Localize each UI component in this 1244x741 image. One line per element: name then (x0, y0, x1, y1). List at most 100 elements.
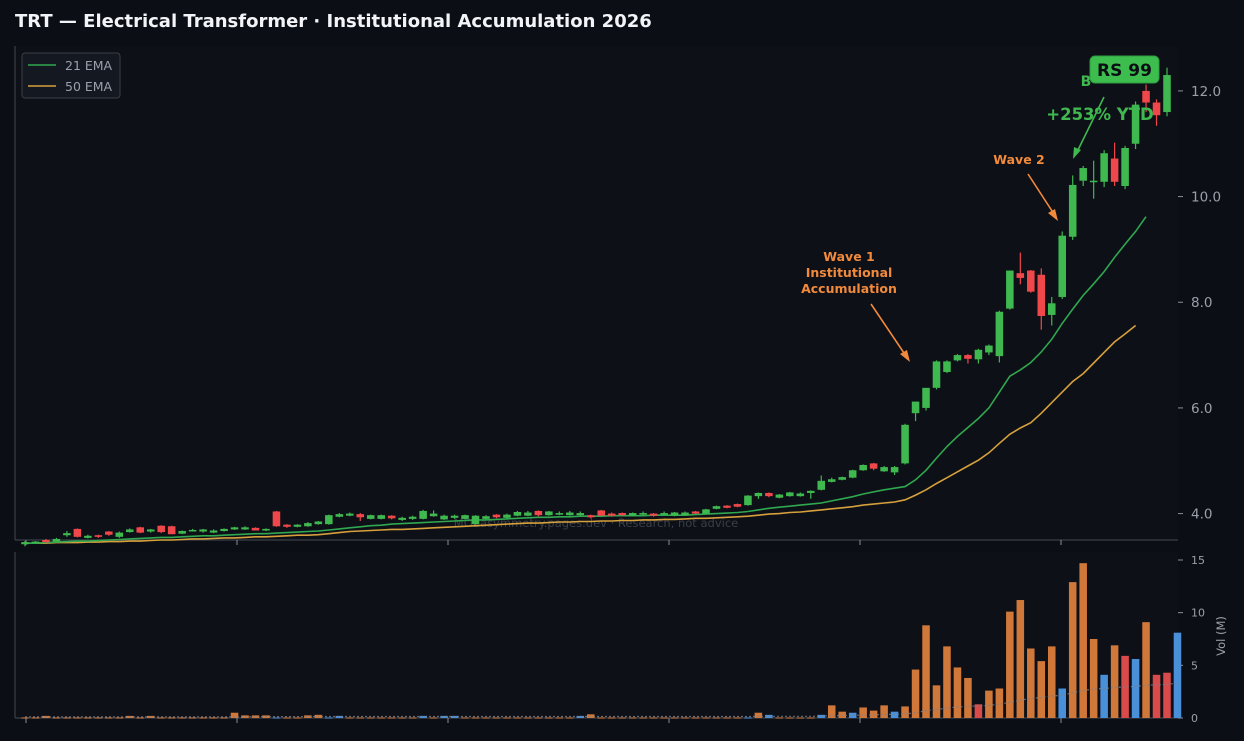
candle (869, 462, 878, 471)
candle (1037, 268, 1046, 330)
candle-body (1152, 102, 1161, 116)
volume-bar (1173, 632, 1182, 718)
volume-bar (471, 717, 480, 719)
candle (1068, 175, 1077, 240)
candle-body (346, 513, 354, 516)
candle-body (712, 506, 721, 509)
chart-title: TRT — Electrical Transformer · Instituti… (15, 11, 652, 32)
candle-body (618, 513, 626, 516)
candle (1142, 84, 1150, 113)
volume-bar (325, 717, 333, 719)
candle (178, 530, 186, 535)
candle (985, 344, 993, 356)
candle-body (283, 524, 291, 527)
candle (94, 534, 103, 538)
candle-body (146, 529, 155, 532)
candle (387, 515, 396, 520)
candle-body (848, 470, 857, 478)
volume-bar (712, 717, 721, 719)
candle-body (964, 355, 972, 359)
volume-bar (628, 717, 637, 719)
candle (775, 494, 784, 499)
candle-body (702, 509, 710, 514)
candle-body (220, 528, 228, 532)
candle-body (953, 355, 962, 361)
candle (545, 510, 553, 516)
volume-bar (911, 669, 920, 718)
candle (63, 531, 71, 537)
candle (995, 310, 1004, 363)
candle-body (419, 510, 427, 519)
candle (42, 538, 50, 544)
candle (639, 511, 647, 516)
ema21-line (25, 216, 1147, 544)
candle-body (63, 533, 71, 536)
candle (1110, 142, 1119, 187)
price-y-tick-label: 10.0 (1191, 190, 1221, 206)
candle (262, 528, 270, 532)
volume-bar (429, 717, 438, 719)
candle-body (73, 528, 82, 537)
candle-body (429, 513, 438, 517)
volume-y-tick-label: 0 (1191, 712, 1198, 725)
candle-body (534, 510, 543, 516)
candle (272, 510, 281, 527)
candle-body (786, 492, 794, 497)
volume-y-axis-label: Vol (M) (1214, 616, 1228, 656)
candle (733, 503, 742, 508)
wave1-label: Accumulation (801, 281, 897, 296)
candle-body (136, 527, 145, 533)
candle (167, 525, 176, 535)
volume-bar (94, 717, 103, 719)
candle (513, 510, 522, 517)
volume-bar (346, 717, 354, 719)
volume-bar (503, 717, 511, 719)
candle (943, 360, 951, 374)
candle (848, 469, 857, 479)
volume-bar (1079, 563, 1087, 718)
volume-panel: 0 5 10 15 Vol (M) (14, 552, 1228, 725)
candle (335, 513, 344, 518)
rs-badge-label: RS 99 (1097, 61, 1152, 81)
volume-bar (209, 717, 218, 719)
candle-body (304, 523, 312, 527)
volume-bar (513, 717, 522, 719)
candle (786, 491, 794, 497)
candle-body (1016, 273, 1025, 278)
candle-body (576, 513, 585, 516)
volume-bar (754, 712, 763, 718)
volume-bar (534, 717, 543, 719)
volume-bar (419, 715, 427, 718)
volume-bar (461, 717, 469, 719)
candle-body (209, 530, 218, 533)
candle (670, 511, 679, 517)
candle-body (188, 529, 197, 532)
volume-bar (1027, 648, 1035, 718)
candle-body (1006, 270, 1014, 309)
candle (796, 492, 805, 497)
candle (901, 423, 909, 465)
candle-body (125, 529, 134, 533)
rs-badge (1089, 55, 1160, 84)
candle-body (880, 467, 888, 472)
candle (325, 514, 333, 525)
candle (1131, 101, 1140, 150)
candle (932, 360, 941, 390)
volume-bar (220, 717, 228, 719)
candle-body (524, 512, 532, 516)
candle (304, 522, 312, 527)
volume-bar (178, 717, 186, 719)
candle (230, 526, 239, 530)
candle-body (325, 515, 333, 525)
volume-bar (848, 712, 857, 718)
candle (105, 531, 113, 536)
volume-bar (649, 717, 658, 719)
legend-ema21-label: 21 EMA (65, 58, 113, 73)
candle-body (482, 516, 490, 519)
volume-bar (304, 715, 312, 718)
volume-bar (105, 717, 113, 719)
candle-body (723, 505, 731, 508)
candle-body (796, 493, 805, 497)
candle-body (1163, 75, 1171, 113)
